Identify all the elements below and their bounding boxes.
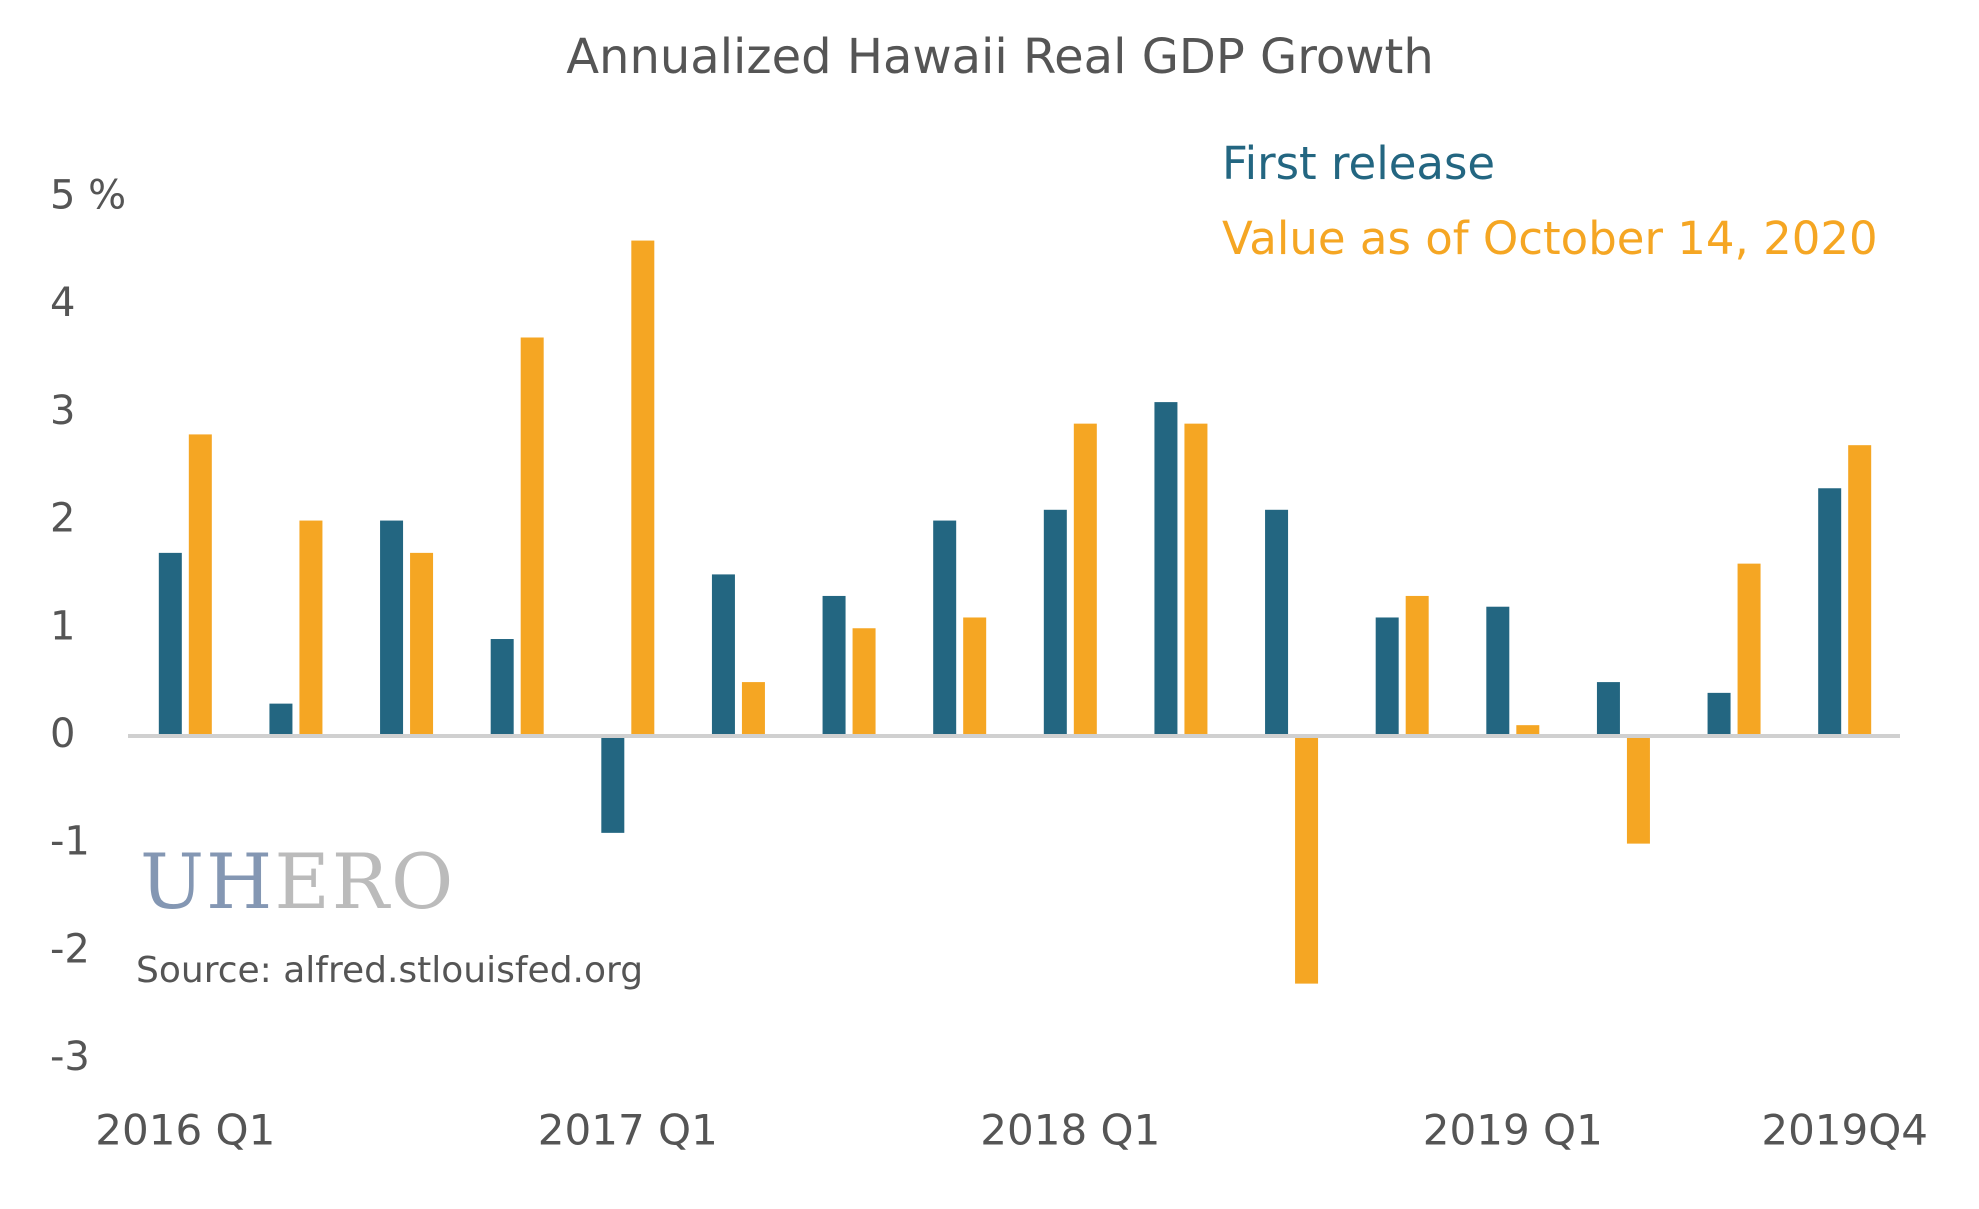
bar bbox=[490, 639, 514, 736]
y-tick-label: 4 bbox=[50, 280, 75, 326]
y-tick-label: 3 bbox=[50, 388, 75, 434]
y-tick-label: 0 bbox=[50, 711, 75, 757]
x-tick-label: 2019 Q1 bbox=[1423, 1106, 1603, 1155]
x-tick-label: 2019Q4 bbox=[1761, 1106, 1928, 1155]
chart-title: Annualized Hawaii Real GDP Growth bbox=[566, 29, 1434, 85]
bar bbox=[933, 520, 957, 736]
x-tick-label: 2017 Q1 bbox=[538, 1106, 718, 1155]
bar bbox=[963, 617, 987, 736]
bar bbox=[1184, 423, 1208, 736]
bar bbox=[741, 682, 765, 736]
bar bbox=[1375, 617, 1399, 736]
bar bbox=[1818, 488, 1842, 736]
bar bbox=[1043, 509, 1067, 736]
logo-part: UH bbox=[140, 837, 274, 926]
bar bbox=[520, 337, 544, 736]
legend-entry: Value as of October 14, 2020 bbox=[1222, 212, 1878, 265]
bar bbox=[1626, 735, 1650, 844]
bar bbox=[299, 520, 323, 736]
bar bbox=[1265, 509, 1289, 736]
y-tick-label: -1 bbox=[50, 819, 90, 865]
bar bbox=[601, 735, 625, 833]
bar bbox=[1596, 682, 1620, 736]
bar bbox=[1154, 402, 1178, 736]
logo-part: ERO bbox=[274, 837, 455, 926]
legend-entry: First release bbox=[1222, 137, 1495, 190]
y-tick-label: -3 bbox=[50, 1034, 90, 1080]
bar bbox=[269, 703, 293, 736]
bar bbox=[1295, 735, 1319, 984]
bar bbox=[410, 552, 434, 736]
bar bbox=[188, 434, 212, 736]
x-tick-label: 2016 Q1 bbox=[95, 1106, 275, 1155]
bar bbox=[852, 628, 876, 736]
bar bbox=[1737, 563, 1761, 736]
y-tick-label: 1 bbox=[50, 603, 75, 649]
bar bbox=[158, 552, 182, 736]
y-tick-label: 5 % bbox=[50, 173, 126, 219]
bar bbox=[1486, 606, 1510, 736]
bar bbox=[1848, 445, 1872, 736]
source: Source: alfred.stlouisfed.org bbox=[136, 950, 643, 991]
bar bbox=[1405, 595, 1429, 736]
x-tick-label: 2018 Q1 bbox=[980, 1106, 1160, 1155]
y-tick-label: 2 bbox=[50, 496, 75, 542]
bar bbox=[1516, 725, 1540, 736]
bar bbox=[711, 574, 735, 736]
bar bbox=[631, 240, 655, 736]
bar bbox=[380, 520, 404, 736]
y-tick-label: -2 bbox=[50, 926, 90, 972]
bar bbox=[822, 595, 846, 736]
bar bbox=[1707, 692, 1731, 736]
bar bbox=[1073, 423, 1097, 736]
logo: UHERO bbox=[140, 837, 455, 926]
